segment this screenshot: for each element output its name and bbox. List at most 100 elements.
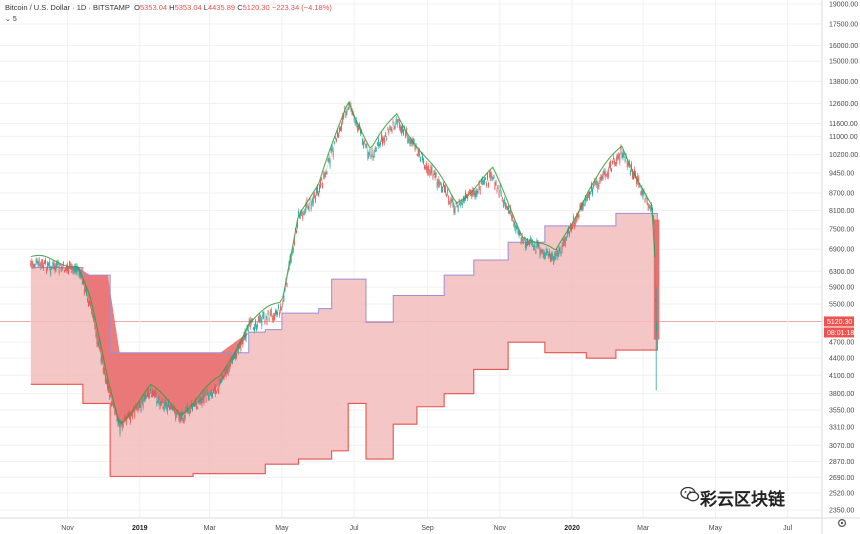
candle-body [320,180,322,188]
candle-body [301,211,303,214]
x-tick-label: Jul [783,525,792,532]
candle-body [461,202,463,206]
symbol-name[interactable]: Bitcoin / U.S. Dollar [5,3,71,12]
candle-body [511,215,513,219]
candle-body [455,201,457,205]
candle-body [555,251,557,260]
candle-body [222,374,224,379]
candle-body [186,404,188,412]
candle-body [305,204,307,211]
candle-body [150,389,151,392]
indicator-toggle[interactable]: ⌄ 5 [5,15,17,23]
high-label: H [169,3,175,12]
y-tick-label: 6900.00 [829,247,854,254]
candle-body [364,140,366,144]
candle-body [557,252,559,258]
candle-body [270,308,272,316]
candle-body [337,133,339,138]
candle-body [634,168,635,176]
candle-body [477,190,479,193]
candle-body [553,256,555,265]
candle-body [460,199,462,205]
candle-body [326,171,328,175]
candle-body [237,344,239,348]
interval[interactable]: 1D [76,3,87,12]
candle-body [431,165,433,174]
x-tick-label: May [709,525,723,532]
candle-body [318,192,319,196]
candle-body [546,250,548,253]
candle-body [263,312,265,318]
candle-body [245,332,247,340]
candle-body [435,172,437,178]
candle-body [174,407,176,413]
chart-grid [0,0,822,518]
candle-body [166,406,168,414]
candle-body [258,315,260,323]
candle-body [60,264,62,272]
candle-body [127,412,129,417]
candle-body [30,260,32,267]
y-tick-label: 4400.00 [829,356,854,363]
band-fill-dark [53,267,249,428]
candle-body [346,110,348,115]
candle-body [581,202,583,211]
candle-body [556,248,558,257]
time-axis[interactable]: Nov 2019 Mar May Jul Sep Nov 2020 Mar May Jul [0,517,860,532]
candle-body [229,362,231,367]
candle-body [281,307,283,311]
candle-body [399,126,401,131]
price-axis[interactable]: 19000.00 17500.00 16000.00 15000.00 13800.00… [821,0,858,534]
candle-body [621,154,623,158]
candle-body [545,248,547,255]
candle-body [442,182,444,187]
candle-body [197,406,199,410]
candle-body [265,315,267,318]
candle-body [440,183,442,192]
candle-body [137,407,139,412]
candle-body [607,169,609,177]
candle-body [407,136,409,143]
candle-body [604,170,606,178]
candle-body [468,192,470,195]
candle-body [117,418,119,425]
candle-body [188,411,190,415]
candle-body [490,172,492,179]
candle-body [172,407,173,411]
high-value: 5353.04 [174,3,202,12]
candle-body [342,115,344,123]
candle-body [213,389,214,393]
y-tick-label: 5500.00 [829,302,854,309]
candle-body [328,156,330,161]
candle-body [111,400,113,407]
candle-body [584,198,586,204]
candle-body [181,411,183,419]
y-tick-label: 3800.00 [829,391,854,398]
candle-body [501,197,503,202]
candle-body [429,171,431,176]
candle-body [244,331,246,338]
candle-body [397,119,399,123]
candle-body [432,175,434,179]
band-area [30,212,660,477]
candle-body [385,132,387,137]
candle-body [175,412,177,421]
candle-body [537,240,539,248]
candle-body [303,212,305,215]
candle-body [183,415,185,424]
candle-body [619,155,621,163]
candle-body [452,199,454,207]
candle-body [159,401,161,410]
settings-gear-icon[interactable] [837,518,847,528]
y-tick-label: 3310.00 [829,425,854,432]
low-label: L [203,3,208,12]
candle-body [646,197,648,205]
candle-body [272,315,274,321]
candle-body [598,184,600,188]
candle-body [171,404,172,408]
candle-body [550,254,551,262]
y-tick-label: 8700.00 [829,191,854,198]
candle-body [492,177,494,180]
candle-body [570,224,571,231]
